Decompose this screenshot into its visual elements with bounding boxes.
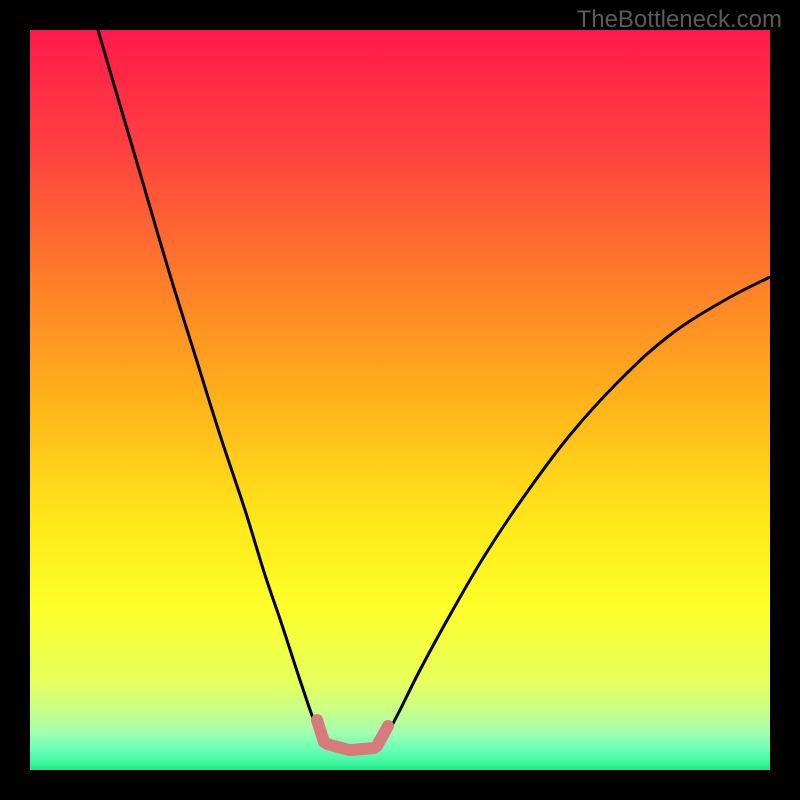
tick-segment bbox=[317, 720, 324, 742]
valley-tick-marks bbox=[317, 720, 388, 750]
outer-frame: TheBottleneck.com bbox=[0, 0, 800, 800]
bottleneck-curve-left bbox=[98, 30, 320, 733]
tick-segment bbox=[352, 748, 374, 750]
bottleneck-curve-right bbox=[388, 277, 770, 733]
tick-segment bbox=[377, 726, 388, 746]
gradient-plot-area bbox=[30, 30, 770, 770]
tick-segment bbox=[327, 744, 349, 750]
curve-overlay bbox=[30, 30, 770, 770]
